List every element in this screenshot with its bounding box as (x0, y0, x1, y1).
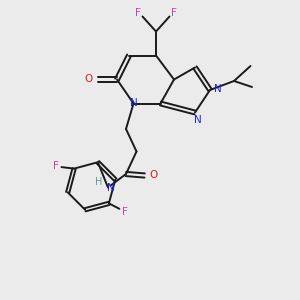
Text: N: N (106, 183, 114, 193)
Text: F: F (135, 8, 141, 18)
Text: H: H (95, 176, 103, 187)
Text: N: N (130, 98, 137, 109)
Text: F: F (122, 207, 128, 217)
Text: F: F (171, 8, 177, 18)
Text: N: N (194, 115, 201, 125)
Text: F: F (52, 161, 59, 171)
Text: N: N (214, 83, 221, 94)
Text: O: O (84, 74, 92, 85)
Text: O: O (149, 170, 157, 181)
